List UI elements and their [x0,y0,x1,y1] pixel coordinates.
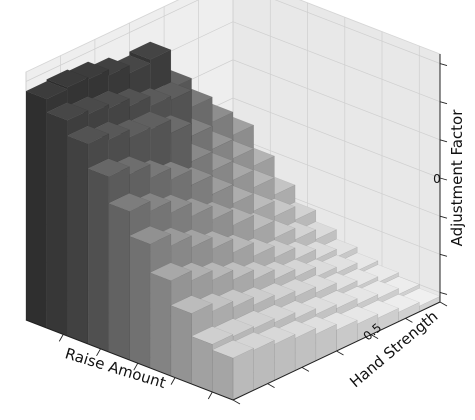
adjustment-tick [439,101,448,105]
z-tick-label: 0 [433,172,441,186]
surface-cell [191,326,234,345]
surface-cell [46,69,89,88]
surface-cell [46,102,89,121]
adjustment-tick [439,177,448,181]
adjustment-tick [439,63,448,66]
surface-cell [149,262,193,281]
adjustment-tick [439,253,448,257]
surface-wall [191,336,213,393]
surface-cell [87,158,131,177]
surface-cell [170,295,213,314]
surface-wall [129,235,151,369]
surface-wall [67,135,89,345]
strength-tick [232,399,241,405]
strength-tick [267,383,275,389]
strength-tick [439,301,448,307]
raise-axis-line [25,319,234,401]
surface-cell [211,339,255,359]
surface [25,41,441,401]
strength-tick [405,317,413,323]
raise-tick [170,377,176,385]
adjustment-tick [439,292,448,295]
strength-tick [336,350,344,356]
adjustment-tick [439,215,448,219]
raise-tick [133,362,139,371]
strength-tick [301,366,310,372]
raise-tick [207,391,213,400]
raise-tick [58,334,64,342]
surface-wall [170,305,192,385]
surface-wall [87,168,110,353]
surface-cell [108,193,151,212]
surface-wall [46,112,68,337]
surface-cell [128,225,172,245]
grid-line-height [25,0,441,82]
surface-wall [108,202,130,361]
adjustment-tick [439,139,448,143]
surface-wall [25,90,47,329]
axis-ticks [58,63,448,405]
surface-cell [66,125,110,144]
z-axis-label: Adjustment Factor [448,109,466,247]
surface-wall [149,272,172,377]
strength-tick [370,334,379,340]
surface-cell [25,81,68,100]
raise-tick [96,348,101,357]
surface-wall [212,349,234,401]
surface-cell [128,41,172,60]
